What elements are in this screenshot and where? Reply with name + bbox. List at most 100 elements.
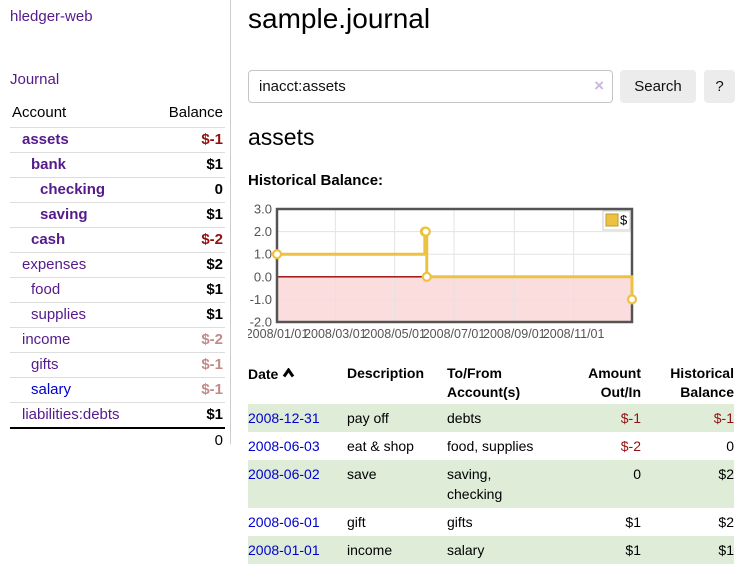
data-point-marker [271,249,283,260]
transaction-date-link[interactable]: 2008-12-31 [248,410,320,426]
account-link[interactable]: expenses [22,256,87,273]
legend-swatch [605,213,619,227]
search-button[interactable]: Search [620,70,696,103]
account-name-cell: food [10,277,151,303]
sidebar-item-journal[interactable]: Journal [10,71,60,88]
register-header-amount-line2: Out/In [600,384,641,400]
y-tick-label: 1.0 [254,247,272,262]
search-form: × Search ? [248,70,742,103]
transaction-amount: $-2 [620,438,641,454]
transaction-date-link[interactable]: 2008-06-01 [248,514,320,530]
register-row: 2008-06-01 gift gifts $1 $2 [248,508,734,536]
account-link[interactable]: liabilities:debts [22,406,120,423]
register-header-balance: Historical Balance [641,362,734,404]
account-link[interactable]: saving [40,206,88,223]
transaction-amount: $1 [625,514,641,530]
account-balance: $1 [150,402,225,429]
transaction-amount: $1 [625,542,641,558]
transaction-accounts: saving, checking [447,466,503,502]
account-balance: $-1 [150,127,225,153]
x-tick-label: 2008/09/01 [483,327,546,341]
account-balance: $-1 [150,377,225,403]
x-tick-label: 2008/05/01 [363,327,426,341]
register-header-date-label: Date [248,366,279,382]
register-header-date[interactable]: Date [248,362,344,404]
transaction-date-link[interactable]: 2008-06-02 [248,466,320,482]
app-title-link[interactable]: hledger-web [10,8,93,25]
transaction-accounts: food, supplies [447,438,534,454]
help-button[interactable]: ? [704,70,735,103]
transaction-description: eat & shop [347,438,414,454]
transaction-date-cell: 2008-06-01 [248,508,344,536]
accounts-total-value: 0 [150,427,225,453]
y-tick-label: -1.0 [250,292,272,307]
account-row: food $1 [10,277,225,303]
account-name-cell: assets [10,127,151,153]
account-row: checking 0 [10,177,225,203]
account-balance: $-2 [150,327,225,353]
x-tick-label: 2008/03/01 [304,327,367,341]
transaction-balance: 0 [726,438,734,454]
data-point-marker [626,294,638,305]
account-balance: 0 [150,177,225,203]
transaction-date-link[interactable]: 2008-06-03 [248,438,320,454]
account-balance: $2 [150,252,225,278]
plot-border [275,207,634,324]
transaction-balance: $-1 [713,410,734,426]
account-link[interactable]: bank [31,156,67,173]
account-row: salary $-1 [10,377,225,403]
transaction-date-cell: 2008-06-02 [248,460,344,508]
account-link[interactable]: supplies [31,306,87,323]
y-tick-label: -2.0 [250,315,272,330]
transaction-balance: $2 [718,466,734,482]
account-link[interactable]: gifts [31,356,59,373]
account-balance: $1 [150,152,225,178]
accounts-header-balance: Balance [150,100,225,128]
clear-search-icon[interactable]: × [594,76,604,95]
account-heading: assets [248,124,315,150]
transaction-date-cell: 2008-06-03 [248,432,344,460]
main-content: sample.journal × Search ? assets Histori… [248,0,742,582]
account-name-cell: expenses [10,252,151,278]
data-point-marker [420,226,431,237]
legend-label: $ [620,213,628,228]
transaction-accounts: debts [447,410,482,426]
account-link[interactable]: income [22,331,71,348]
account-link[interactable]: assets [22,131,69,148]
account-name-cell: checking [10,177,151,203]
register-header-balance-line1: Historical [670,365,734,381]
account-row: bank $1 [10,152,225,178]
accounts-table: Account Balance assets $-1 bank $1 checking 0… [10,100,225,453]
y-tick-label: 2.0 [254,224,272,239]
sort-asc-icon [282,364,295,383]
transaction-date-link[interactable]: 2008-01-01 [248,542,320,558]
transaction-description: income [347,542,393,558]
y-tick-label: 0.0 [254,269,272,284]
account-row: cash $-2 [10,227,225,253]
account-balance: $1 [150,277,225,303]
x-tick-label: 2008/07/01 [423,327,486,341]
transaction-balance: $2 [718,514,734,530]
transaction-accounts: salary [447,542,485,558]
search-input[interactable] [248,70,613,103]
register-row: 2008-01-01 income salary $1 $1 [248,536,734,564]
register-header-description: Description [347,365,425,381]
account-name-cell: cash [10,227,151,253]
register-header-tofrom-line2: Account(s) [447,384,521,400]
accounts-total-spacer [10,427,151,453]
account-link[interactable]: checking [40,181,106,198]
transaction-description: gift [347,514,366,530]
register-header-amount-line1: Amount [588,365,641,381]
register-header-tofrom: To/From Account(s) [444,362,544,404]
account-row: expenses $2 [10,252,225,278]
account-link[interactable]: salary [31,381,72,398]
accounts-header-row: Account Balance [10,100,225,128]
data-point-marker [421,271,432,282]
transaction-description: pay off [347,410,389,426]
account-link[interactable]: food [31,281,61,298]
x-tick-label: 2008/11/01 [543,327,605,341]
account-link[interactable]: cash [31,231,66,248]
accounts-total-row: 0 [10,427,225,453]
search-input-wrapper: × [248,70,613,103]
account-balance: $-1 [150,352,225,378]
